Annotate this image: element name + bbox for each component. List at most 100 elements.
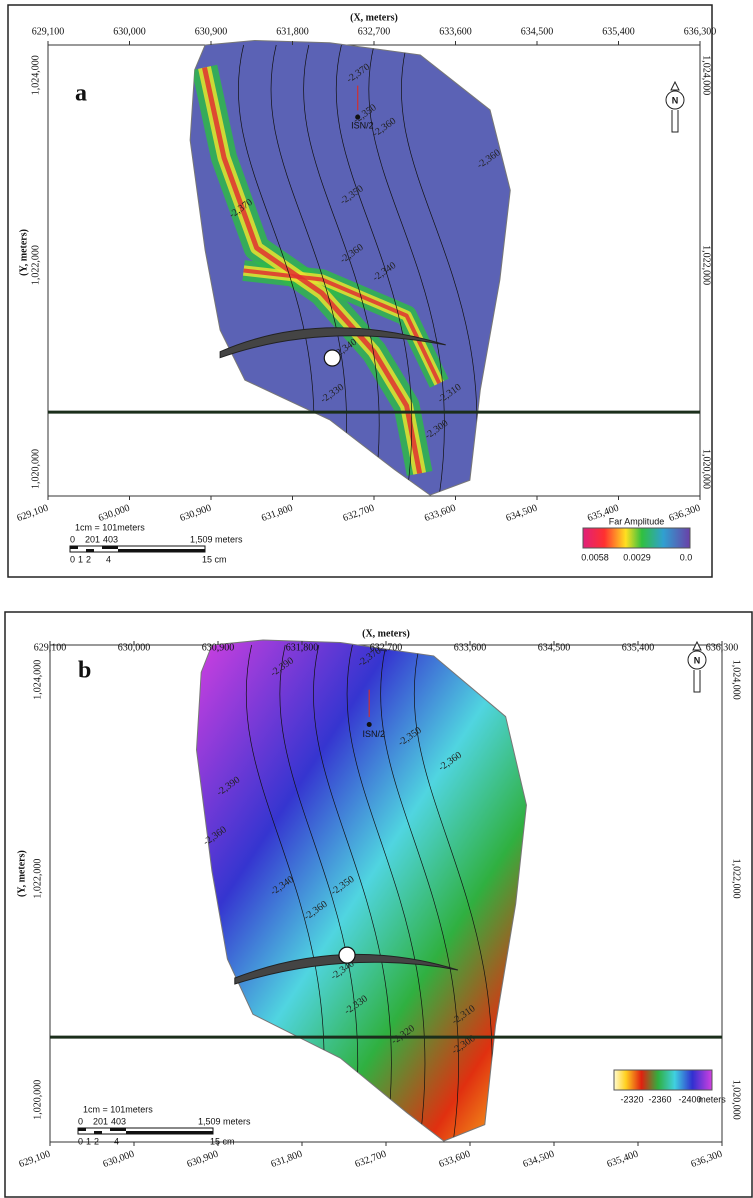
legend-colorbar	[583, 528, 690, 548]
x-tick-label: 629,100	[16, 503, 50, 524]
x-tick-label: 631,800	[260, 503, 294, 524]
scale-cm: 2	[86, 554, 91, 564]
scale-bar	[70, 546, 78, 549]
x-tick-label: 633,600	[423, 503, 457, 524]
y-tick-label: 1,022,000	[701, 245, 712, 285]
x-tick-label: 634,500	[522, 1149, 556, 1170]
y-tick-label: 1,020,000	[30, 449, 41, 489]
x-tick-label: 634,500	[521, 26, 554, 37]
y-axis-title: (Y, meters)	[18, 229, 29, 276]
scale-bar	[86, 549, 94, 552]
scale-bar	[118, 549, 205, 552]
scale-cm: 0	[70, 554, 75, 564]
scale-bar	[78, 1128, 86, 1131]
y-tick-label: 1,024,000	[701, 55, 712, 95]
well-label: ISN/2	[362, 729, 385, 739]
scale-distance: 403	[103, 534, 118, 544]
x-tick-label: 629,100	[34, 642, 67, 653]
y-tick-label: 1,020,000	[701, 449, 712, 489]
legend-title: Far Amplitude	[609, 516, 665, 526]
x-tick-label: 632,700	[354, 1149, 388, 1170]
north-label: N	[694, 655, 701, 665]
x-tick-label: 631,800	[286, 642, 319, 653]
y-tick-label: 1,020,000	[731, 1080, 742, 1120]
y-tick-label: 1,024,000	[30, 55, 41, 95]
x-tick-label: 630,000	[118, 642, 151, 653]
scale-bar	[94, 1131, 102, 1134]
y-axis-title: (Y, meters)	[16, 850, 27, 897]
map-panel: 629,100 629,100 630,000 630,000 630,900 630,9…	[16, 628, 741, 1170]
scale-ratio: 1cm = 101meters	[83, 1104, 153, 1114]
legend-label: 0.0058	[581, 552, 609, 562]
scale-distance: 201	[93, 1116, 108, 1126]
x-tick-label: 634,500	[505, 503, 539, 524]
y-tick-label: 1,022,000	[731, 859, 742, 899]
x-tick-label: 630,000	[113, 26, 146, 37]
scale-cm: 4	[114, 1136, 119, 1146]
scale-distance: 1,509 meters	[190, 534, 243, 544]
well-marker	[355, 115, 360, 120]
x-tick-label: 630,900	[179, 503, 213, 524]
x-tick-label: 636,300	[706, 642, 739, 653]
x-tick-label: 630,000	[97, 503, 131, 524]
figure: 629,100 629,100 630,000 630,000 630,900 630,9…	[0, 0, 753, 1198]
x-tick-label: 633,600	[438, 1149, 472, 1170]
x-tick-label: 630,900	[202, 642, 235, 653]
legend-label: meters	[698, 1094, 726, 1104]
map-panel: 629,100 629,100 630,000 630,000 630,900 630,9…	[16, 12, 717, 564]
x-axis-title: (X, meters)	[350, 12, 398, 23]
panel-label: a	[75, 81, 87, 107]
legend-label: -2320	[620, 1094, 643, 1104]
x-tick-label: 636,300	[684, 26, 717, 37]
x-tick-label: 630,900	[195, 26, 228, 37]
scale-distance: 0	[78, 1116, 83, 1126]
scale-cm: 2	[94, 1136, 99, 1146]
well-location	[339, 947, 355, 963]
y-tick-label: 1,024,000	[731, 660, 742, 700]
x-tick-label: 636,300	[690, 1149, 724, 1170]
scale-distance: 1,509 meters	[198, 1116, 251, 1126]
panel-label: b	[78, 658, 91, 684]
scale-cm: 1	[78, 554, 83, 564]
x-tick-label: 635,400	[606, 1149, 640, 1170]
x-tick-label: 631,800	[270, 1149, 304, 1170]
y-tick-label: 1,020,000	[32, 1080, 43, 1120]
x-tick-label: 631,800	[276, 26, 309, 37]
scale-ratio: 1cm = 101meters	[75, 522, 145, 532]
survey-area	[196, 640, 526, 1141]
legend-label: 0.0	[680, 552, 693, 562]
scale-distance: 201	[85, 534, 100, 544]
scale-distance: 0	[70, 534, 75, 544]
scale-bar	[102, 546, 118, 549]
y-tick-label: 1,022,000	[32, 859, 43, 899]
x-axis-title: (X, meters)	[362, 628, 410, 639]
scale-cm: 0	[78, 1136, 83, 1146]
scale-cm: 4	[106, 554, 111, 564]
x-tick-label: 630,000	[102, 1149, 136, 1170]
page: {"panels": [ {"label": "a", "x_axis_titl…	[0, 0, 753, 1198]
x-tick-label: 635,400	[622, 642, 655, 653]
survey-area	[190, 40, 510, 495]
legend-colorbar	[614, 1070, 712, 1090]
well-label: ISN/2	[351, 121, 374, 131]
x-tick-label: 633,600	[454, 642, 487, 653]
x-tick-label: 634,500	[538, 642, 571, 653]
x-tick-label: 633,600	[439, 26, 472, 37]
north-label: N	[672, 95, 679, 105]
scale-bar	[126, 1131, 213, 1134]
legend-label: 0.0029	[623, 552, 651, 562]
well-location	[324, 350, 340, 366]
x-tick-label: 629,100	[18, 1149, 52, 1170]
scale-cm: 1	[86, 1136, 91, 1146]
y-tick-label: 1,024,000	[32, 660, 43, 700]
scale-cm: 15 cm	[210, 1136, 235, 1146]
scale-cm: 15 cm	[202, 554, 227, 564]
x-tick-label: 630,900	[186, 1149, 220, 1170]
scale-bar	[110, 1128, 126, 1131]
y-tick-label: 1,022,000	[30, 245, 41, 285]
x-tick-label: 635,400	[602, 26, 635, 37]
x-tick-label: 629,100	[32, 26, 65, 37]
x-tick-label: 632,700	[342, 503, 376, 524]
x-tick-label: 632,700	[358, 26, 391, 37]
well-marker	[367, 722, 372, 727]
